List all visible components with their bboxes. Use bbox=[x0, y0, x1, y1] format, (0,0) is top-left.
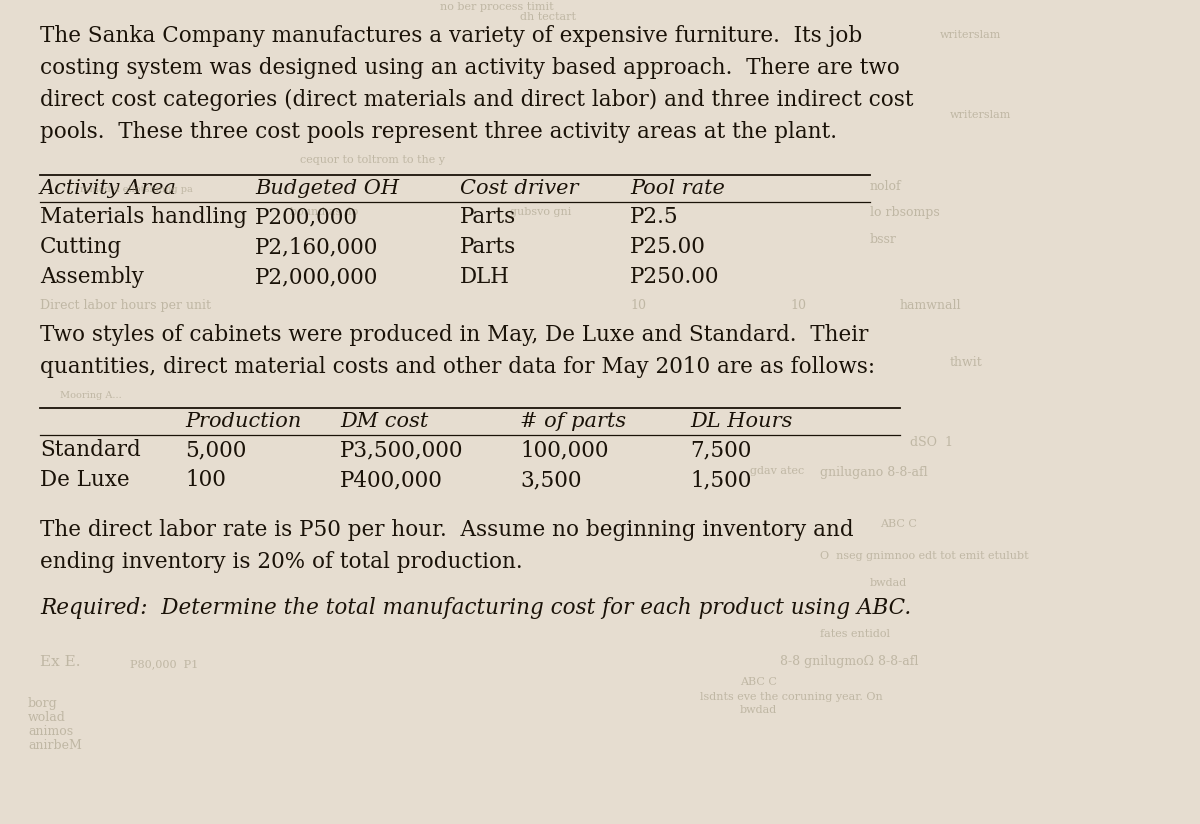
Text: 10: 10 bbox=[790, 299, 806, 312]
Text: The Sanka Company manufactures a variety of expensive furniture.  Its job: The Sanka Company manufactures a variety… bbox=[40, 25, 863, 47]
Text: Production: Production bbox=[185, 412, 301, 431]
Text: P2,000,000: P2,000,000 bbox=[256, 266, 378, 288]
Text: thwit: thwit bbox=[950, 356, 983, 369]
Text: bound as do: bound as do bbox=[290, 207, 359, 217]
Text: The direct labor rate is P50 per hour.  Assume no beginning inventory and: The direct labor rate is P50 per hour. A… bbox=[40, 519, 853, 541]
Text: Cost driver: Cost driver bbox=[460, 179, 578, 198]
Text: bwdad: bwdad bbox=[740, 705, 778, 715]
Text: dSO  1: dSO 1 bbox=[910, 436, 953, 449]
Text: Mooring A...: Mooring A... bbox=[60, 391, 121, 400]
Text: gdav atec: gdav atec bbox=[750, 466, 804, 476]
Text: 8-8 gnilugmoΩ 8-8-afl: 8-8 gnilugmoΩ 8-8-afl bbox=[780, 655, 918, 668]
Text: dh tectart: dh tectart bbox=[520, 12, 576, 22]
Text: P2.5: P2.5 bbox=[630, 206, 679, 228]
Text: costing system was designed using an activity based approach.  There are two: costing system was designed using an act… bbox=[40, 57, 900, 79]
Text: lsdnts eve the coruning year. On: lsdnts eve the coruning year. On bbox=[700, 692, 883, 702]
Text: Materials handling: Materials handling bbox=[40, 206, 247, 228]
Text: Budgeted OH: Budgeted OH bbox=[256, 179, 400, 198]
Text: wolad: wolad bbox=[28, 711, 66, 724]
Text: nolof: nolof bbox=[870, 180, 901, 193]
Text: lo rbsomps: lo rbsomps bbox=[870, 206, 940, 219]
Text: 10: 10 bbox=[630, 299, 646, 312]
Text: gubsvo gni: gubsvo gni bbox=[510, 207, 571, 217]
Text: DL Hours: DL Hours bbox=[690, 412, 792, 431]
Text: ABC C: ABC C bbox=[740, 677, 776, 687]
Text: animos: animos bbox=[28, 725, 73, 738]
Text: P200,000: P200,000 bbox=[256, 206, 358, 228]
Text: anirbeM: anirbeM bbox=[28, 739, 82, 752]
Text: mmed a ellotslunng pa: mmed a ellotslunng pa bbox=[80, 185, 193, 194]
Text: bwdad: bwdad bbox=[870, 578, 907, 588]
Text: 100,000: 100,000 bbox=[520, 439, 608, 461]
Text: Parts: Parts bbox=[460, 236, 516, 258]
Text: DM cost: DM cost bbox=[340, 412, 428, 431]
Text: Two styles of cabinets were produced in May, De Luxe and Standard.  Their: Two styles of cabinets were produced in … bbox=[40, 324, 869, 346]
Text: P25.00: P25.00 bbox=[630, 236, 706, 258]
Text: ending inventory is 20% of total production.: ending inventory is 20% of total product… bbox=[40, 551, 523, 573]
Text: P3,500,000: P3,500,000 bbox=[340, 439, 463, 461]
Text: direct cost categories (direct materials and direct labor) and three indirect co: direct cost categories (direct materials… bbox=[40, 89, 913, 111]
Text: Direct labor hours per unit: Direct labor hours per unit bbox=[40, 299, 211, 312]
Text: cequor to toltrom to the y: cequor to toltrom to the y bbox=[300, 155, 445, 165]
Text: Pool rate: Pool rate bbox=[630, 179, 725, 198]
Text: 100: 100 bbox=[185, 469, 226, 491]
Text: P250.00: P250.00 bbox=[630, 266, 720, 288]
Text: 3,500: 3,500 bbox=[520, 469, 582, 491]
Text: hamwnall: hamwnall bbox=[900, 299, 961, 312]
Text: gnilugano 8-8-afl: gnilugano 8-8-afl bbox=[820, 466, 928, 479]
Text: P400,000: P400,000 bbox=[340, 469, 443, 491]
Text: 7,500: 7,500 bbox=[690, 439, 751, 461]
Text: no ber process timit: no ber process timit bbox=[440, 2, 553, 12]
Text: writerslam: writerslam bbox=[950, 110, 1012, 120]
Text: Required:  Determine the total manufacturing cost for each product using ABC.: Required: Determine the total manufactur… bbox=[40, 597, 911, 619]
Text: # of parts: # of parts bbox=[520, 412, 626, 431]
Text: DLH: DLH bbox=[460, 266, 510, 288]
Text: ABC C: ABC C bbox=[880, 519, 917, 529]
Text: 1,500: 1,500 bbox=[690, 469, 751, 491]
Text: Standard: Standard bbox=[40, 439, 140, 461]
Text: P80,000  P1: P80,000 P1 bbox=[130, 659, 198, 669]
Text: De Luxe: De Luxe bbox=[40, 469, 130, 491]
Text: bssr: bssr bbox=[870, 233, 896, 246]
Text: O  nseg gnimnoo edt tot emit etulubt: O nseg gnimnoo edt tot emit etulubt bbox=[820, 551, 1028, 561]
Text: Activity Area: Activity Area bbox=[40, 179, 178, 198]
Text: quantities, direct material costs and other data for May 2010 are as follows:: quantities, direct material costs and ot… bbox=[40, 356, 875, 378]
Text: Ex E.: Ex E. bbox=[40, 655, 80, 669]
Text: fates entidol: fates entidol bbox=[820, 629, 890, 639]
Text: P2,160,000: P2,160,000 bbox=[256, 236, 378, 258]
Text: 5,000: 5,000 bbox=[185, 439, 246, 461]
Text: writerslam: writerslam bbox=[940, 30, 1001, 40]
Text: borg: borg bbox=[28, 697, 58, 710]
Text: Cutting: Cutting bbox=[40, 236, 122, 258]
Text: Parts: Parts bbox=[460, 206, 516, 228]
Text: Assembly: Assembly bbox=[40, 266, 144, 288]
Text: pools.  These three cost pools represent three activity areas at the plant.: pools. These three cost pools represent … bbox=[40, 121, 838, 143]
